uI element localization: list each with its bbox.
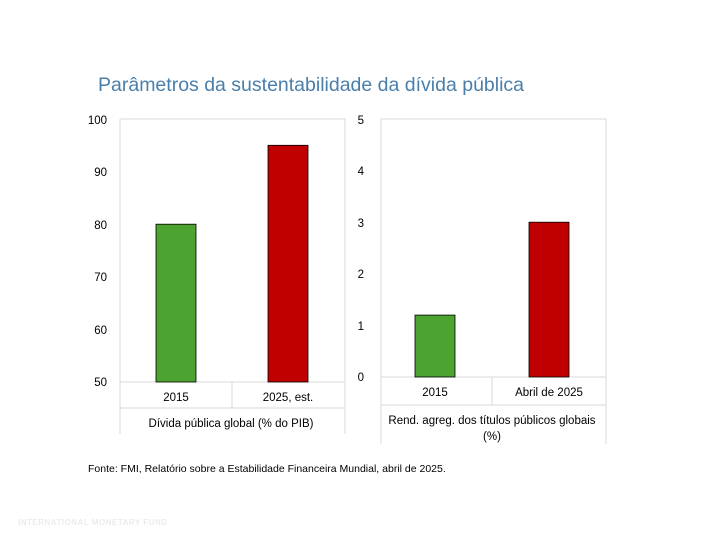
left-ytick: 80 (94, 220, 107, 232)
right-ytick: 5 (358, 115, 364, 127)
left-bar-2025-est (267, 144, 309, 383)
right-category-label: 2015 (422, 387, 448, 399)
left-ytick: 70 (94, 272, 107, 284)
left-category-label: 2015 (163, 392, 189, 404)
right-bar-2015 (414, 314, 456, 378)
right-ytick: 2 (358, 269, 364, 281)
footer-watermark: INTERNATIONAL MONETARY FUND (18, 518, 168, 527)
chart-title: Parâmetros da sustentabilidade da dívida… (98, 74, 525, 96)
right-bar-abril-2025 (528, 221, 570, 378)
source-note: Fonte: FMI, Relatório sobre a Estabilida… (88, 463, 446, 475)
left-ytick: 100 (88, 115, 107, 127)
right-ytick: 4 (358, 166, 365, 178)
right-ytick: 3 (358, 218, 364, 230)
right-ytick: 0 (358, 372, 364, 384)
left-bar-2015 (155, 223, 197, 383)
right-axis-title-line1: Rend. agreg. dos títulos públicos globai… (388, 415, 595, 427)
right-axis-title-line2: (%) (483, 431, 501, 443)
left-ytick: 90 (94, 167, 107, 179)
left-ytick: 50 (94, 377, 107, 389)
left-category-label: 2025, est. (263, 392, 314, 404)
right-ytick: 1 (358, 321, 364, 333)
right-category-label: Abril de 2025 (515, 387, 583, 399)
left-axis-title: Dívida pública global (% do PIB) (149, 418, 314, 430)
left-ytick: 60 (94, 325, 107, 337)
